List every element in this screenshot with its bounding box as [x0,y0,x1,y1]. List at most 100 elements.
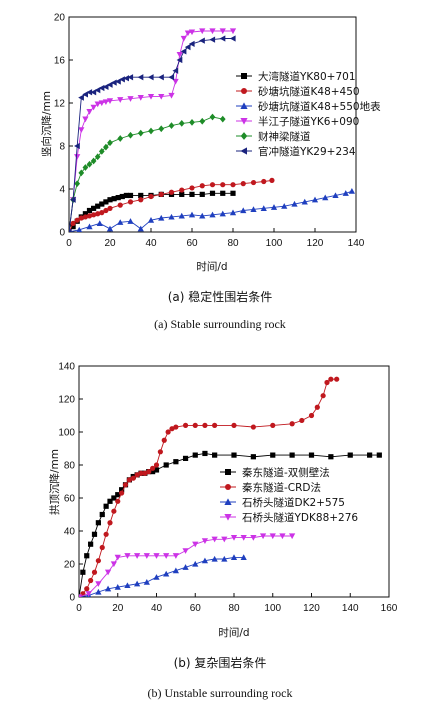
x-tick-label: 140 [342,603,359,614]
series-line [69,116,223,232]
data-point [95,520,101,526]
data-point [180,48,187,55]
chart-b-ticks: 0 20 40 60 80 100 120 140 160 0 20 40 60 80 100 120 140 [58,362,397,615]
data-point [176,56,183,64]
data-point [148,193,154,200]
data-point [189,118,195,126]
legend-item: 半江子隧道YK6+090 [236,115,359,128]
data-point [188,211,196,218]
data-point [289,533,296,540]
series-5 [69,113,226,232]
x-tick-label: 20 [112,603,124,614]
data-point [119,490,125,496]
series-4 [69,28,237,232]
data-point [172,553,179,559]
data-point [161,437,167,443]
chart-a-legend: 大湾隧道YK80+701 砂塘坑隧道K48+450 砂塘坑隧道K48+550地表半江… [236,70,381,158]
data-point [119,487,125,493]
data-point [172,78,179,85]
data-point [209,211,216,218]
data-point [219,28,226,35]
legend-marker [240,118,248,125]
data-point [119,76,125,83]
y-tick-label: 12 [54,99,66,110]
data-point [182,564,189,570]
data-point [192,422,198,428]
data-point [134,553,141,559]
data-point [94,101,101,108]
data-point [91,569,98,575]
data-point [168,74,175,81]
data-point [94,153,101,161]
data-point [202,450,208,457]
data-point [127,74,134,81]
data-point [111,196,117,202]
data-point [106,98,114,104]
data-point [314,404,320,410]
data-point [219,35,226,42]
data-point [99,201,105,207]
data-point [182,422,189,428]
data-point [229,209,237,216]
data-point [99,511,105,518]
data-point [168,122,175,129]
data-point [115,498,121,504]
data-point [70,224,76,230]
data-point [165,429,171,435]
data-point [332,192,339,199]
data-point [95,588,102,595]
data-point [74,142,80,150]
data-point [173,459,179,465]
x-tick-label: 120 [307,238,324,249]
y-tick-label: 20 [54,13,66,24]
y-tick-label: 16 [54,56,66,67]
data-point [219,115,226,123]
series-line [69,38,233,232]
data-point [103,143,109,151]
data-point [201,538,209,545]
data-point [209,36,216,43]
data-point [320,393,326,399]
data-point [91,212,97,218]
data-point [328,454,334,460]
chart-a-plot-area [68,16,357,233]
legend-marker [225,484,231,490]
y-tick-label: 8 [59,142,65,153]
data-point [240,181,246,187]
data-point [86,160,93,168]
data-point [259,533,267,540]
data-point [102,99,110,106]
legend-item: 大湾隧道YK80+701 [236,70,356,83]
data-point [163,462,169,468]
data-point [82,211,88,217]
data-point [137,95,144,101]
data-point [192,560,199,567]
data-point [168,189,175,195]
series-3 [79,554,247,597]
series-2 [79,376,340,597]
y-tick-label: 120 [58,395,75,406]
data-point [308,452,315,458]
data-point [199,117,206,125]
data-point [79,594,83,597]
data-point [98,84,105,92]
data-point [78,127,85,133]
data-point [88,541,94,547]
data-point [143,579,150,585]
data-point [69,196,76,203]
data-point [168,213,175,220]
data-point [269,533,276,540]
data-point [123,192,129,199]
series-3 [69,188,356,232]
data-point [347,452,353,458]
data-point [299,417,305,424]
data-point [211,555,218,562]
data-point [104,569,112,576]
data-point [221,536,228,543]
data-point [98,100,105,107]
data-point [98,147,105,155]
data-point [106,81,113,88]
data-point [324,379,330,386]
data-point [103,503,109,509]
data-point [270,204,278,210]
